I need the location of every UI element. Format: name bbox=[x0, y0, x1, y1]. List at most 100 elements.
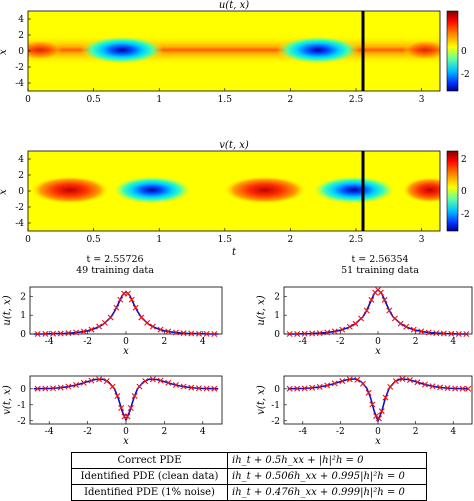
training-data-marker bbox=[369, 401, 376, 408]
training-data-marker bbox=[118, 405, 125, 411]
lineplot-xtick-label: 4 bbox=[200, 427, 206, 437]
training-data-marker bbox=[433, 330, 440, 337]
training-data-marker bbox=[459, 385, 466, 392]
training-data-marker bbox=[34, 385, 41, 392]
heatmap-v-colorbar-tick: -2 bbox=[461, 210, 470, 220]
heatmap-u: u(t, x) 0 0.5 1 1.5 2 2.5 3 4 2 0 -2 -4 x 0 -2 bbox=[0, 0, 470, 105]
lineplot-ylabel: v(t, x) bbox=[256, 385, 267, 415]
heatmap-v-xlabel: t bbox=[232, 247, 237, 258]
training-data-marker bbox=[309, 384, 316, 391]
lineplot-frame bbox=[29, 375, 223, 425]
training-data-marker bbox=[422, 381, 428, 388]
training-data-marker bbox=[34, 331, 41, 337]
snapshot-left-time: t = 2.55726 bbox=[86, 254, 143, 265]
training-data-marker bbox=[331, 328, 338, 335]
training-data-marker bbox=[399, 376, 406, 383]
heatmap-u-colorbar-tick: -2 bbox=[461, 70, 470, 80]
training-data-marker bbox=[354, 376, 361, 383]
snapshot-left-count: 49 training data bbox=[76, 265, 154, 276]
lineplot-ytick-label: 0 bbox=[20, 385, 26, 395]
training-data-marker bbox=[109, 383, 116, 390]
heatmap-u-edge-right bbox=[403, 40, 440, 60]
training-data-marker bbox=[180, 330, 187, 337]
heatmap-xtick-label: 1 bbox=[156, 235, 162, 245]
lineplot-ytick-label: 2 bbox=[20, 292, 26, 302]
training-data-marker bbox=[286, 331, 293, 337]
table-row-label: Identified PDE (clean data) bbox=[71, 468, 228, 485]
heatmap-u-colorbar-tick: 0 bbox=[461, 47, 467, 57]
lineplot-xlabel: x bbox=[375, 346, 381, 357]
lineplot-xtick-label: -2 bbox=[336, 427, 345, 437]
training-data-marker bbox=[339, 378, 346, 385]
training-data-marker bbox=[127, 405, 134, 411]
heatmap-xtick-label: 0.5 bbox=[86, 235, 101, 245]
training-data-marker bbox=[96, 323, 103, 330]
heatmap-ytick-label: -4 bbox=[15, 79, 24, 89]
lineplot-xtick-label: 2 bbox=[413, 337, 419, 347]
heatmap-u-ylabel: x bbox=[0, 49, 9, 55]
lineplot-ytick-label: -1 bbox=[17, 401, 26, 411]
lineplot-ytick-label: -1 bbox=[271, 401, 280, 411]
training-data-marker bbox=[437, 384, 444, 391]
training-data-marker bbox=[138, 314, 145, 321]
lineplot-ytick-label: -2 bbox=[17, 417, 26, 427]
training-data-marker bbox=[57, 384, 64, 391]
training-data-marker bbox=[378, 408, 385, 415]
training-data-marker bbox=[172, 381, 179, 388]
heatmap-v: v(t, x) 0 0.5 1 1.5 2 2.5 3 4 2 0 -2 -4 x t 2 0 -2 bbox=[0, 140, 470, 258]
training-data-marker bbox=[142, 378, 149, 385]
lineplot-xtick-label: 4 bbox=[450, 427, 456, 437]
table-row: Identified PDE (clean data) ih_t + 0.506… bbox=[71, 468, 427, 485]
heatmap-u-edge-left bbox=[28, 40, 62, 60]
training-data-marker bbox=[455, 330, 462, 337]
training-data-marker bbox=[294, 330, 301, 337]
heatmap-v-trough-1 bbox=[112, 176, 192, 204]
training-data-marker bbox=[195, 330, 202, 337]
lineplot-ytick-label: 1 bbox=[274, 311, 280, 321]
training-data-marker bbox=[465, 385, 472, 392]
snapshot-right-count: 51 training data bbox=[341, 265, 419, 276]
heatmap-xtick-label: 2 bbox=[288, 235, 294, 245]
training-data-marker bbox=[80, 379, 87, 386]
lineplot-solution-curve bbox=[33, 378, 219, 423]
training-data-marker bbox=[365, 389, 372, 396]
training-data-marker bbox=[65, 383, 72, 390]
heatmap-ytick-label: 4 bbox=[18, 155, 24, 165]
training-data-marker bbox=[88, 326, 95, 333]
training-data-marker bbox=[377, 289, 384, 296]
heatmap-ytick-label: -4 bbox=[15, 219, 24, 229]
lineplot-xtick-label: -2 bbox=[83, 337, 92, 347]
training-data-marker bbox=[410, 326, 417, 333]
heatmap-ytick-label: 4 bbox=[18, 15, 24, 25]
lineplot-xtick-label: -2 bbox=[336, 337, 345, 347]
lineplot-frame bbox=[29, 286, 223, 335]
training-data-marker bbox=[144, 319, 151, 326]
heatmap-v-colorbar bbox=[446, 150, 459, 232]
heatmap-xtick-label: 0.5 bbox=[86, 95, 101, 105]
training-data-marker bbox=[114, 393, 121, 399]
table-row: Correct PDE ih_t + 0.5h_xx + |h|²h = 0 bbox=[71, 452, 427, 469]
heatmap-v-trough-2 bbox=[312, 176, 396, 204]
training-data-marker bbox=[165, 379, 172, 386]
training-data-marker bbox=[429, 383, 436, 390]
table-row-label: Correct PDE bbox=[71, 452, 228, 469]
training-data-marker bbox=[88, 377, 95, 384]
training-data-marker bbox=[132, 304, 139, 311]
training-data-marker bbox=[188, 330, 195, 337]
training-data-marker bbox=[42, 330, 49, 337]
training-data-marker bbox=[346, 376, 353, 383]
training-data-marker bbox=[117, 296, 124, 303]
training-data-marker bbox=[397, 320, 404, 327]
heatmap-xtick-label: 3 bbox=[419, 95, 425, 105]
table-row-equation: ih_t + 0.476h_xx + 0.999|h|²h = 0 bbox=[227, 484, 427, 501]
training-data-marker bbox=[157, 326, 164, 333]
training-data-marker bbox=[113, 304, 120, 311]
training-data-marker bbox=[42, 385, 49, 392]
lineplot-frame bbox=[283, 286, 473, 335]
heatmap-v-colorbar-tick: 2 bbox=[461, 155, 467, 165]
training-data-marker bbox=[463, 331, 470, 337]
lineplot-u-left: -4 -2 0 2 4 0 1 2 x u(t, x) bbox=[2, 286, 223, 357]
lineplot-xtick-label: 2 bbox=[413, 427, 419, 437]
heatmap-xtick-label: 3 bbox=[419, 235, 425, 245]
table-row: Identified PDE (1% noise) ih_t + 0.476h_… bbox=[71, 484, 427, 501]
